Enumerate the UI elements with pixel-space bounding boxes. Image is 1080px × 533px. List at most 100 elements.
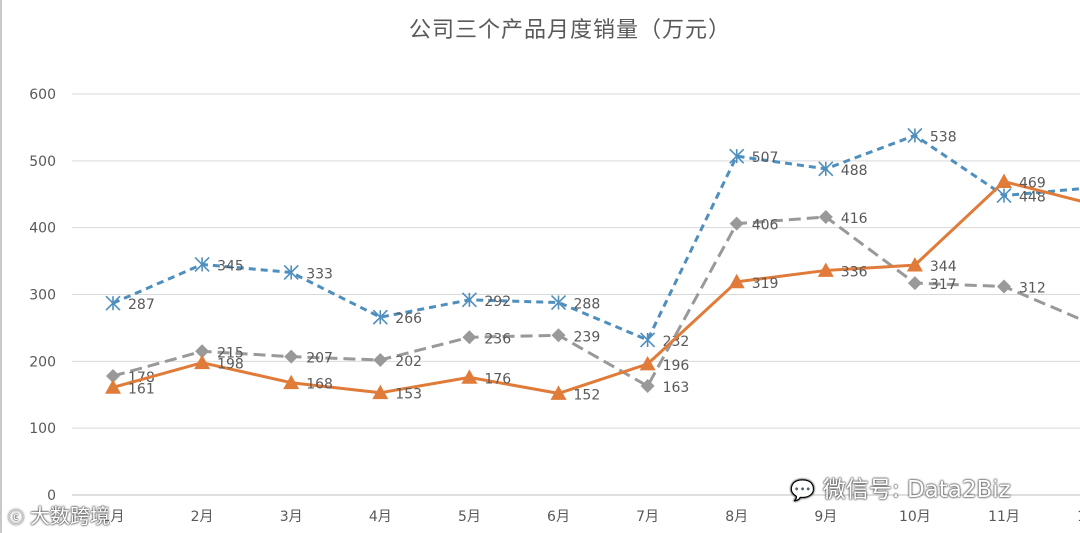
x-tick-label: 1月 [102, 509, 125, 525]
data-label: 319 [752, 276, 779, 292]
x-tick-label: 12月 [1077, 509, 1080, 525]
watermark-logo-icon: ⓒ [8, 508, 25, 527]
series-3: 161 198 168 153 176 152 196 319 336 344 469 [105, 173, 1080, 403]
x-tick-label: 7月 [636, 509, 659, 525]
data-point [461, 292, 477, 308]
y-tick-label: 500 [29, 154, 56, 170]
watermark-left: ⓒ 大数跨境 [8, 500, 110, 529]
data-point [639, 356, 656, 371]
data-label: 448 [1019, 190, 1046, 206]
data-point [194, 354, 211, 370]
data-label: 345 [217, 258, 244, 274]
data-label: 469 [1019, 176, 1046, 192]
data-label: 196 [663, 358, 690, 374]
data-point [105, 379, 121, 394]
x-tick-label: 6月 [547, 509, 570, 525]
data-point [728, 273, 745, 289]
data-point [817, 262, 834, 277]
wechat-icon: 💬 [790, 478, 815, 502]
data-label: 163 [663, 380, 690, 396]
data-label: 202 [395, 354, 422, 370]
data-label: 336 [841, 264, 868, 280]
x-tick-label: 4月 [369, 509, 392, 525]
data-label: 488 [841, 163, 868, 179]
series-line [112, 215, 1080, 388]
y-axis: 0 100 200 300 400 500 600 [29, 87, 56, 504]
data-point [996, 188, 1012, 204]
data-label: 288 [574, 297, 601, 313]
x-axis: 1月 2月 3月 4月 5月 6月 7月 8月 9月 10月 11月 12月 [102, 509, 1080, 525]
data-point [907, 127, 923, 144]
data-point [283, 374, 300, 390]
data-label: 333 [306, 266, 333, 282]
watermark-right: 💬 微信号: Data2Biz [790, 470, 1011, 504]
data-label: 538 [930, 129, 957, 145]
data-label: 344 [930, 259, 957, 275]
data-point [907, 276, 922, 291]
data-label: 168 [306, 377, 333, 393]
data-point [461, 369, 478, 384]
data-label: 239 [574, 329, 601, 345]
data-label: 198 [217, 357, 244, 373]
data-label: 215 [217, 345, 244, 361]
data-point [372, 384, 389, 400]
x-tick-label: 10月 [899, 509, 931, 525]
x-tick-label: 11月 [988, 509, 1020, 525]
data-label: 152 [574, 387, 601, 403]
data-point [551, 328, 566, 343]
watermark-right-text: 微信号: Data2Biz [822, 477, 1011, 503]
y-tick-label: 400 [29, 221, 56, 237]
chart-frame-edge [0, 0, 2, 533]
data-point [729, 216, 744, 231]
y-tick-label: 100 [29, 421, 56, 437]
data-point [194, 256, 210, 272]
data-point [818, 209, 833, 224]
data-point [550, 294, 567, 311]
data-label: 176 [484, 371, 511, 387]
data-label: 507 [752, 150, 779, 166]
chart-title: 公司三个产品月度销量（万元） [408, 18, 731, 43]
data-point [105, 295, 121, 311]
y-tick-label: 300 [29, 288, 56, 304]
data-label: 292 [484, 294, 511, 310]
data-point [729, 148, 745, 164]
data-label: 317 [930, 277, 957, 293]
watermark-left-text: 大数跨境 [30, 504, 111, 528]
data-label: 287 [128, 297, 155, 313]
y-tick-label: 200 [29, 354, 56, 370]
data-point [106, 369, 120, 384]
data-point [550, 385, 567, 400]
data-point [640, 379, 655, 394]
data-label: 416 [841, 211, 868, 227]
data-point [640, 332, 656, 348]
data-label: 406 [752, 218, 779, 234]
data-point [195, 344, 210, 359]
x-tick-label: 2月 [191, 509, 214, 525]
series-line [112, 180, 1080, 395]
data-label: 236 [484, 331, 511, 347]
data-point [284, 349, 299, 364]
data-point [818, 161, 834, 177]
y-tick-label: 600 [29, 87, 56, 103]
data-label: 266 [395, 311, 422, 327]
data-point [996, 173, 1012, 188]
data-label: 312 [1019, 280, 1046, 296]
series-line [112, 133, 1080, 342]
x-tick-label: 5月 [458, 509, 481, 525]
y-tick-label: 0 [47, 488, 56, 504]
x-tick-label: 9月 [814, 509, 837, 525]
data-point [906, 257, 923, 272]
data-label: 207 [306, 351, 333, 367]
data-point [372, 309, 388, 325]
data-point [462, 330, 477, 345]
data-label: 161 [128, 381, 155, 397]
x-tick-label: 8月 [725, 509, 748, 525]
grid-lines [72, 93, 1080, 496]
data-label: 153 [395, 387, 422, 403]
data-point [283, 264, 299, 281]
data-point [373, 352, 388, 367]
